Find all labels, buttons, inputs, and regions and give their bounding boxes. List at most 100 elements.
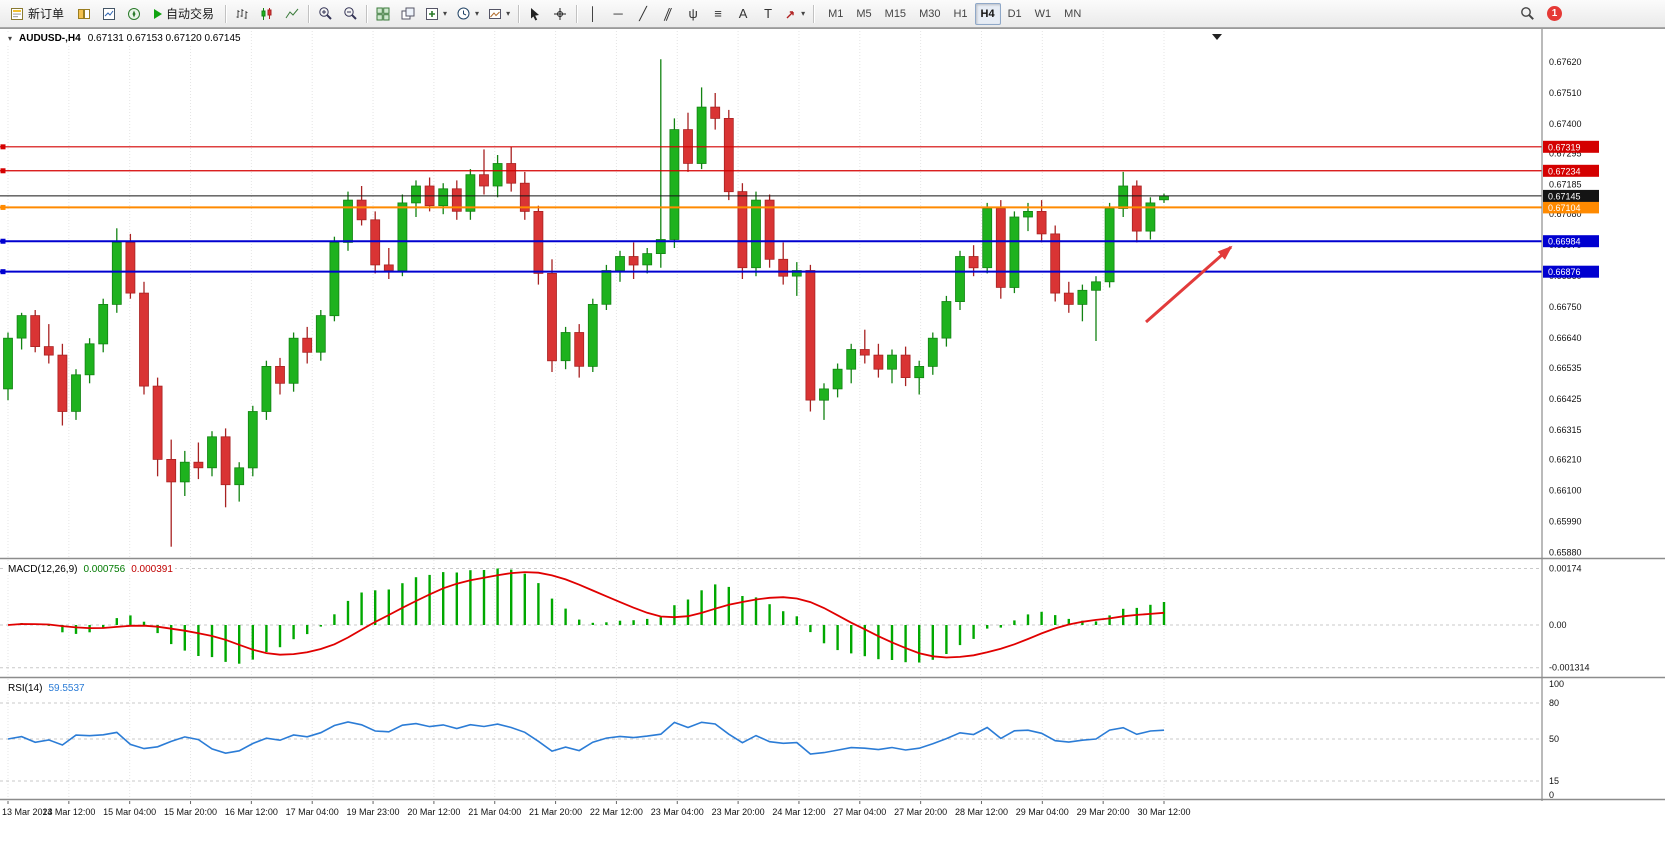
timeframe-button-m15[interactable]: M15 xyxy=(884,7,907,20)
navigator-icon xyxy=(128,7,141,20)
timeframe-button-mn[interactable]: MN xyxy=(1064,7,1082,20)
zoom-in-button[interactable] xyxy=(313,2,337,26)
rsi-axis-label: 15 xyxy=(1549,776,1559,786)
timeframe-button-w1[interactable]: W1 xyxy=(1034,7,1052,20)
time-axis-label: 23 Mar 20:00 xyxy=(712,807,765,817)
bear-candle xyxy=(383,264,394,271)
bear-candle xyxy=(900,354,911,379)
price-axis-label: 0.65990 xyxy=(1549,516,1582,526)
macd-histogram xyxy=(20,568,1166,664)
time-axis-label: 27 Mar 20:00 xyxy=(894,807,947,817)
new-order-button[interactable]: 新订单 xyxy=(3,2,71,26)
bull-candle xyxy=(1023,210,1033,218)
horizontal-line-tool-button[interactable]: ─ xyxy=(606,2,630,26)
bear-candle xyxy=(519,182,530,212)
chart-menu-icon[interactable]: ▾ xyxy=(8,34,13,43)
navigator-button[interactable] xyxy=(122,2,146,26)
data-window-button[interactable] xyxy=(97,2,121,26)
price-axis-label: 0.66535 xyxy=(1549,363,1582,373)
timeframe-button-m5[interactable]: M5 xyxy=(856,7,872,20)
price-tag xyxy=(1543,164,1599,177)
arrow-annotation[interactable] xyxy=(1145,245,1232,324)
line-handle[interactable] xyxy=(0,204,6,210)
crosshair-button[interactable] xyxy=(548,2,572,26)
bear-candle xyxy=(805,270,816,401)
time-axis-label: 14 Mar 12:00 xyxy=(42,807,95,817)
cascade-windows-button[interactable] xyxy=(396,2,420,26)
line-handle[interactable] xyxy=(0,168,6,174)
tile-windows-button[interactable] xyxy=(371,2,395,26)
autotrade-button[interactable]: 自动交易 xyxy=(147,2,221,26)
line-handle[interactable] xyxy=(0,238,6,244)
new-chart-button[interactable]: ▾ xyxy=(421,2,451,26)
shapes-dropdown-button[interactable]: ▾ xyxy=(781,2,809,26)
zoom-out-button[interactable] xyxy=(338,2,362,26)
crosshair-icon xyxy=(554,7,567,20)
cursor-icon xyxy=(531,7,540,20)
bull-candle xyxy=(71,374,81,412)
time-axis-label: 13 Mar 2023 xyxy=(2,807,53,817)
price-axis-label: 0.67080 xyxy=(1549,209,1582,219)
timeframe-button-h1[interactable]: H1 xyxy=(953,7,968,20)
label-tool-icon: T xyxy=(764,6,773,21)
line-chart-button[interactable] xyxy=(280,2,304,26)
bull-candle xyxy=(832,368,843,390)
fibonacci-tool-button[interactable]: ≡ xyxy=(706,2,730,26)
rsi-name: RSI(14) xyxy=(8,683,43,694)
search-button[interactable] xyxy=(1515,2,1539,26)
bear-candle xyxy=(710,106,721,119)
bear-candle xyxy=(57,354,68,412)
pitchfork-tool-button[interactable]: ψ xyxy=(681,2,705,26)
line-chart-icon xyxy=(285,8,299,18)
period-dropdown-button[interactable]: ▾ xyxy=(452,2,483,26)
cursor-button[interactable] xyxy=(523,2,547,26)
timeframe-button-m1[interactable]: M1 xyxy=(828,7,844,20)
market-watch-button[interactable] xyxy=(72,2,96,26)
bar-chart-button[interactable] xyxy=(230,2,254,26)
bull-candle xyxy=(397,202,408,271)
macd-axis-label: 0.00 xyxy=(1549,620,1567,630)
bull-candle xyxy=(669,129,680,240)
line-handle[interactable] xyxy=(0,269,6,275)
bear-candle xyxy=(778,258,789,277)
bull-candle xyxy=(1104,208,1115,283)
bull-candle xyxy=(1091,281,1101,291)
candlestick-chart-button[interactable] xyxy=(255,2,279,26)
price-axis-label: 0.67620 xyxy=(1549,57,1582,67)
bear-candle xyxy=(125,241,136,294)
text-tool-icon: A xyxy=(738,6,748,21)
text-tool-button[interactable]: A xyxy=(731,2,755,26)
bull-candle xyxy=(846,349,857,370)
clock-icon xyxy=(457,7,470,20)
macd-signal-value: 0.000391 xyxy=(131,564,173,575)
market-watch-icon xyxy=(78,8,91,19)
cascade-windows-icon xyxy=(401,7,415,19)
label-tool-button[interactable]: T xyxy=(756,2,780,26)
autotrade-label: 自动交易 xyxy=(166,7,215,21)
line-handle[interactable] xyxy=(0,144,6,150)
notification-badge[interactable]: 1 xyxy=(1547,6,1562,21)
timeframe-button-h4[interactable]: H4 xyxy=(974,2,1001,25)
bull-candle xyxy=(615,256,625,272)
price-tag-label: 0.67104 xyxy=(1548,203,1581,213)
bull-candle xyxy=(696,106,707,164)
price-axis-label: 0.67510 xyxy=(1549,88,1582,98)
template-dropdown-button[interactable]: ▾ xyxy=(484,2,514,26)
bull-candle xyxy=(914,365,925,379)
chart-shift-marker[interactable] xyxy=(1212,34,1222,40)
timeframe-button-m30[interactable]: M30 xyxy=(919,7,941,20)
vertical-line-tool-button[interactable]: │ xyxy=(581,2,605,26)
template-icon xyxy=(489,8,502,19)
search-icon xyxy=(1520,7,1534,20)
new-chart-icon xyxy=(426,7,439,20)
channel-tool-button[interactable]: ∥ xyxy=(656,2,680,26)
bear-candle xyxy=(193,461,204,469)
bull-candle xyxy=(601,270,612,305)
timeframe-button-d1[interactable]: D1 xyxy=(1007,7,1022,20)
bull-candle xyxy=(1118,185,1129,209)
time-axis-label: 19 Mar 23:00 xyxy=(347,807,400,817)
macd-name: MACD(12,26,9) xyxy=(8,564,78,575)
time-axis-label: 15 Mar 20:00 xyxy=(164,807,217,817)
trendline-tool-button[interactable]: ╱ xyxy=(631,2,655,26)
